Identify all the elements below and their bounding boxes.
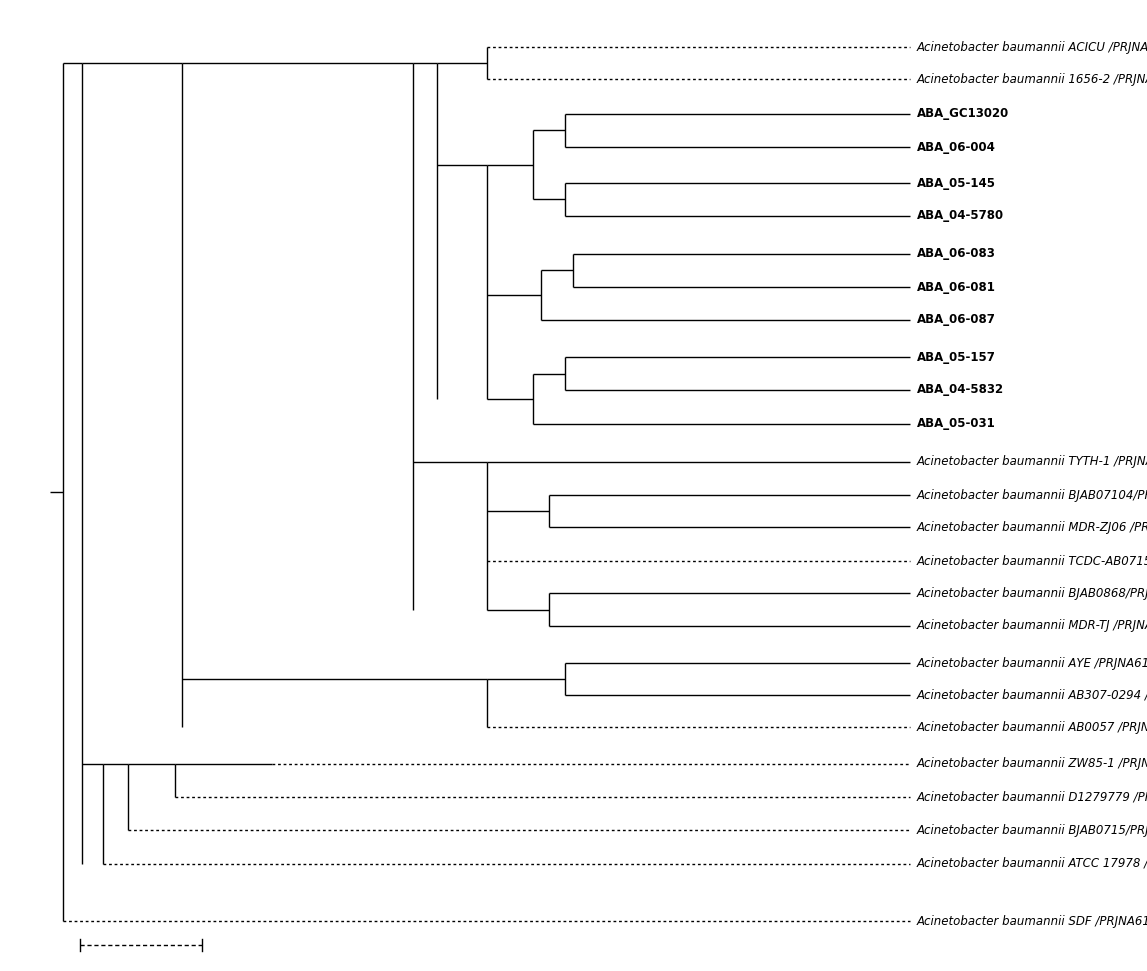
Text: Acinetobacter baumannii AYE /PRJNA61637: Acinetobacter baumannii AYE /PRJNA61637 [916, 656, 1147, 669]
Text: ABA_05-157: ABA_05-157 [916, 351, 996, 363]
Text: Acinetobacter baumannii TCDC-AB0715 /PRJNA158679: Acinetobacter baumannii TCDC-AB0715 /PRJ… [916, 554, 1147, 567]
Text: Acinetobacter baumannii BJAB0868/PRJNA210973: Acinetobacter baumannii BJAB0868/PRJNA21… [916, 586, 1147, 599]
Text: Acinetobacter baumannii TYTH-1 /PRJNA176498: Acinetobacter baumannii TYTH-1 /PRJNA176… [916, 455, 1147, 468]
Text: ABA_06-087: ABA_06-087 [916, 314, 996, 326]
Text: ABA_05-031: ABA_05-031 [916, 418, 996, 430]
Text: Acinetobacter baumannii ACICU /PRJNA58765: Acinetobacter baumannii ACICU /PRJNA5876… [916, 41, 1147, 53]
Text: Acinetobacter baumannii BJAB0715/PRJNA210972: Acinetobacter baumannii BJAB0715/PRJNA21… [916, 823, 1147, 836]
Text: Acinetobacter baumannii BJAB07104/PRJNA210971: Acinetobacter baumannii BJAB07104/PRJNA2… [916, 488, 1147, 501]
Text: ABA_GC13020: ABA_GC13020 [916, 108, 1009, 120]
Text: Acinetobacter baumannii MDR-TJ /PRJNA162739: Acinetobacter baumannii MDR-TJ /PRJNA162… [916, 619, 1147, 632]
Text: ABA_05-145: ABA_05-145 [916, 177, 996, 189]
Text: ABA_04-5832: ABA_04-5832 [916, 384, 1004, 396]
Text: Acinetobacter baumannii MDR-ZJ06 /PRJNA158685: Acinetobacter baumannii MDR-ZJ06 /PRJNA1… [916, 520, 1147, 533]
Text: Acinetobacter baumannii D1279779 /PRJNA190222: Acinetobacter baumannii D1279779 /PRJNA1… [916, 790, 1147, 803]
Text: ABA_06-004: ABA_06-004 [916, 141, 996, 153]
Text: ABA_06-083: ABA_06-083 [916, 248, 996, 260]
Text: Acinetobacter baumannii ATCC 17978 /PRJNA58731: Acinetobacter baumannii ATCC 17978 /PRJN… [916, 857, 1147, 870]
Text: ABA_04-5780: ABA_04-5780 [916, 210, 1004, 222]
Text: Acinetobacter baumannii AB307-0294 /PRJNA59271: Acinetobacter baumannii AB307-0294 /PRJN… [916, 688, 1147, 701]
Text: Acinetobacter baumannii ZW85-1 /PRJNA231518: Acinetobacter baumannii ZW85-1 /PRJNA231… [916, 757, 1147, 771]
Text: ABA_06-081: ABA_06-081 [916, 281, 996, 293]
Text: Acinetobacter baumannii AB0057 /PRJNA59083: Acinetobacter baumannii AB0057 /PRJNA590… [916, 720, 1147, 733]
Text: Acinetobacter baumannii 1656-2 /PRJNA158677: Acinetobacter baumannii 1656-2 /PRJNA158… [916, 73, 1147, 85]
Text: Acinetobacter baumannii SDF /PRJNA61601: Acinetobacter baumannii SDF /PRJNA61601 [916, 915, 1147, 927]
